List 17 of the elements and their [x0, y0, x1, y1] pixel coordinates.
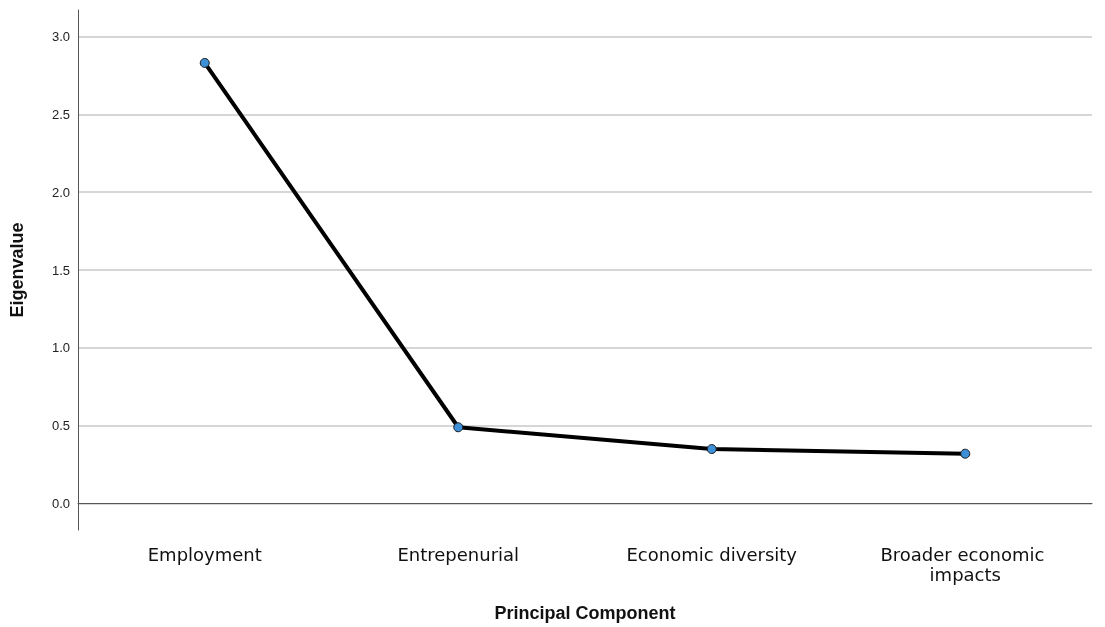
x-tick-label: Employment — [147, 543, 262, 565]
y-tick-label: 2.5 — [51, 106, 70, 122]
point — [199, 57, 210, 68]
y-tick-label: 1.5 — [51, 262, 70, 278]
x-tick-label: Entrepenurial — [397, 543, 520, 565]
point — [453, 422, 464, 433]
y-tick-label: 0.0 — [51, 496, 70, 512]
point — [706, 444, 717, 455]
x-axis-title: Principal Component — [494, 603, 676, 623]
point — [960, 448, 971, 459]
y-tick-label: 2.0 — [51, 184, 70, 200]
x-tick-label: Economic diversity — [626, 543, 798, 565]
x-tick-label: Broader economic impacts — [880, 543, 1051, 585]
y-axis-title: Eigenvalue — [7, 222, 27, 318]
y-tick-label: 0.5 — [51, 418, 70, 434]
y-tick-label: 3.0 — [51, 28, 70, 44]
y-tick-label: 1.0 — [51, 340, 70, 356]
